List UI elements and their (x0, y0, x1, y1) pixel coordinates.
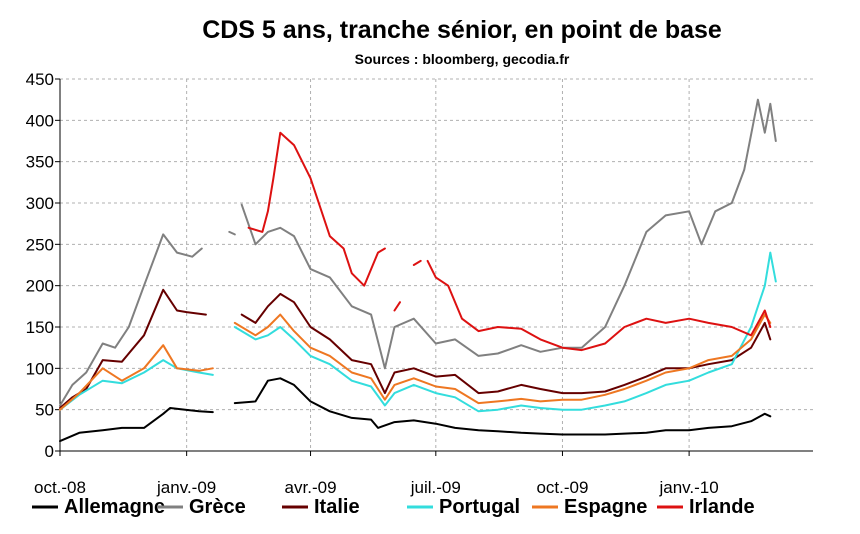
grid (60, 78, 813, 451)
x-tick-label: oct.-08 (34, 478, 86, 497)
y-tick-label: 150 (26, 318, 54, 337)
legend-label-gr-ce: Grèce (189, 496, 246, 518)
x-tick-label: janv.-09 (156, 478, 216, 497)
x-tick-label: avr.-09 (285, 478, 337, 497)
x-tick-label: juil.-09 (410, 478, 461, 497)
chart-subtitle: Sources : bloomberg, gecodia.fr (355, 51, 570, 67)
y-tick-label: 50 (35, 401, 54, 420)
y-tick-label: 200 (26, 277, 54, 296)
legend-label-italie: Italie (314, 496, 360, 518)
series-lines (59, 98, 777, 443)
legend: Allemagne Grèce Italie Portugal Espagne Irlan… (32, 496, 755, 518)
legend-label-irlande: Irlande (689, 496, 755, 518)
y-tick-label: 100 (26, 359, 54, 378)
axes: 0 50 100 150 200 250 300 350 400 450 oct.-08 janv.-… (26, 70, 813, 497)
y-tick-label: 300 (26, 194, 54, 213)
y-tick-label: 250 (26, 235, 54, 254)
y-tick-label: 0 (45, 442, 54, 461)
legend-label-espagne: Espagne (564, 496, 647, 518)
x-tick-label: oct.-09 (536, 478, 588, 497)
y-tick-label: 350 (26, 153, 54, 172)
series-line-allemagne (59, 377, 772, 443)
series-line-portugal (59, 251, 777, 413)
series-line-irlande (247, 131, 772, 352)
series-line-espagne (59, 313, 772, 411)
y-tick-label: 400 (26, 111, 54, 130)
y-tick-label: 450 (26, 70, 54, 89)
legend-label-allemagne: Allemagne (64, 496, 165, 518)
legend-label-portugal: Portugal (439, 496, 520, 518)
series-line-gr-ce (59, 98, 777, 407)
x-tick-label: janv.-10 (658, 478, 718, 497)
chart-title: CDS 5 ans, tranche sénior, en point de b… (202, 16, 722, 44)
